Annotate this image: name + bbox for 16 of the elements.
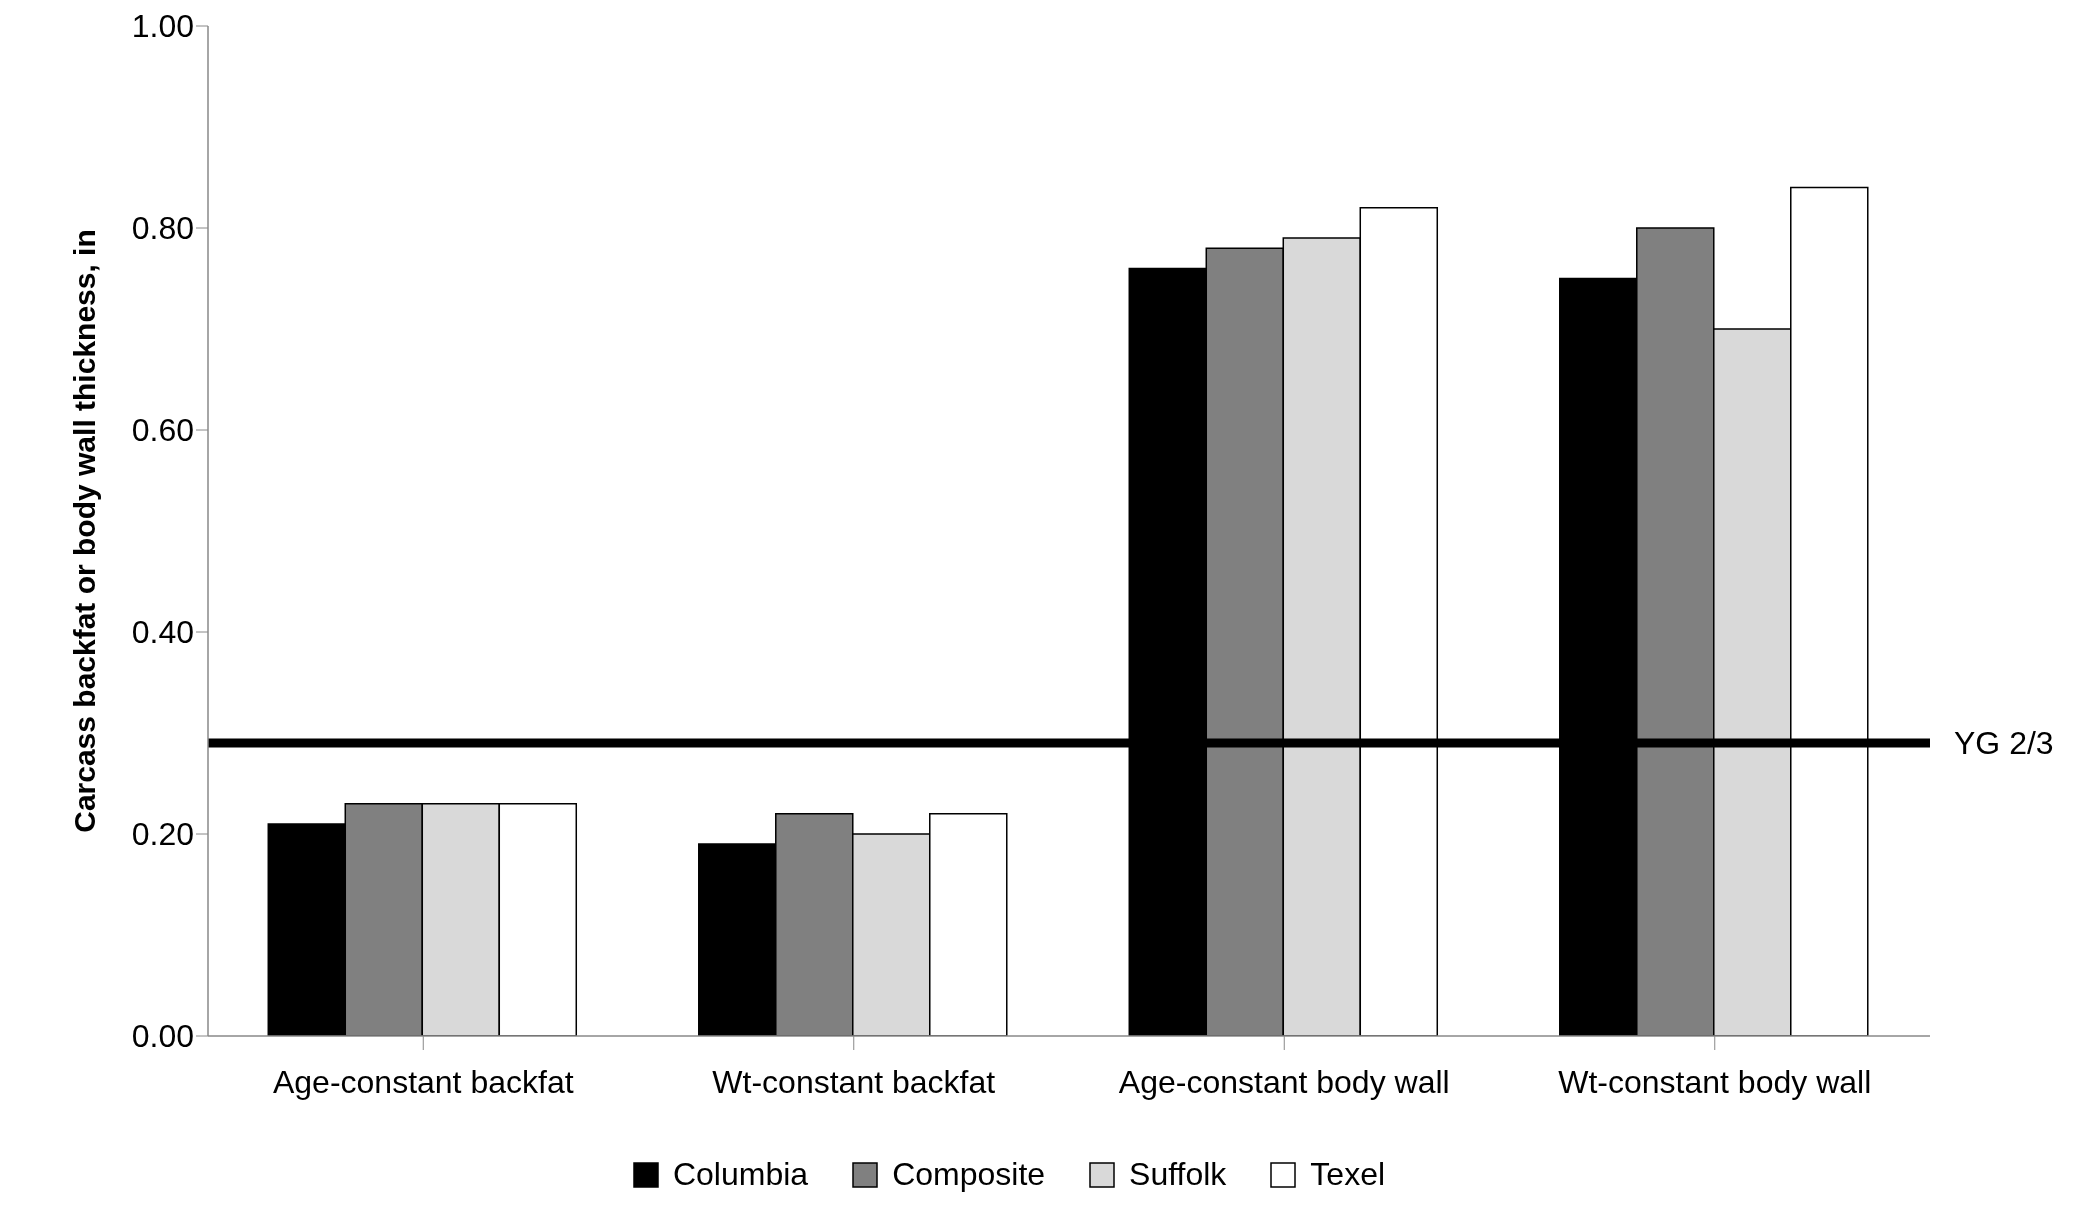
x-tick-label: Age-constant body wall — [1118, 1063, 1450, 1100]
x-tick-label: Wt-constant backfat — [712, 1063, 996, 1100]
y-tick-label: 1.00 — [131, 8, 194, 45]
y-tick-label: 0.60 — [131, 412, 194, 449]
legend-label: Suffolk — [1129, 1156, 1227, 1193]
y-tick-label: 0.80 — [131, 210, 194, 247]
ref-line-label: YG 2/3 — [1954, 725, 2054, 762]
y-tick-label: 0.00 — [131, 1018, 194, 1055]
y-tick-label: 0.40 — [131, 614, 194, 651]
x-tick-label: Wt-constant body wall — [1558, 1063, 1872, 1100]
y-axis-title: Carcass backfat or body wall thickness, in — [67, 229, 101, 833]
legend-label: Columbia — [672, 1156, 809, 1193]
legend-label: Composite — [892, 1156, 1046, 1193]
x-tick-label: Age-constant backfat — [272, 1063, 574, 1100]
legend-label: Texel — [1310, 1156, 1386, 1193]
y-tick-label: 0.20 — [131, 816, 194, 853]
